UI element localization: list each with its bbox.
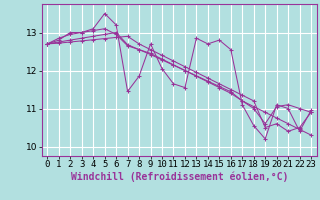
X-axis label: Windchill (Refroidissement éolien,°C): Windchill (Refroidissement éolien,°C) <box>70 172 288 182</box>
